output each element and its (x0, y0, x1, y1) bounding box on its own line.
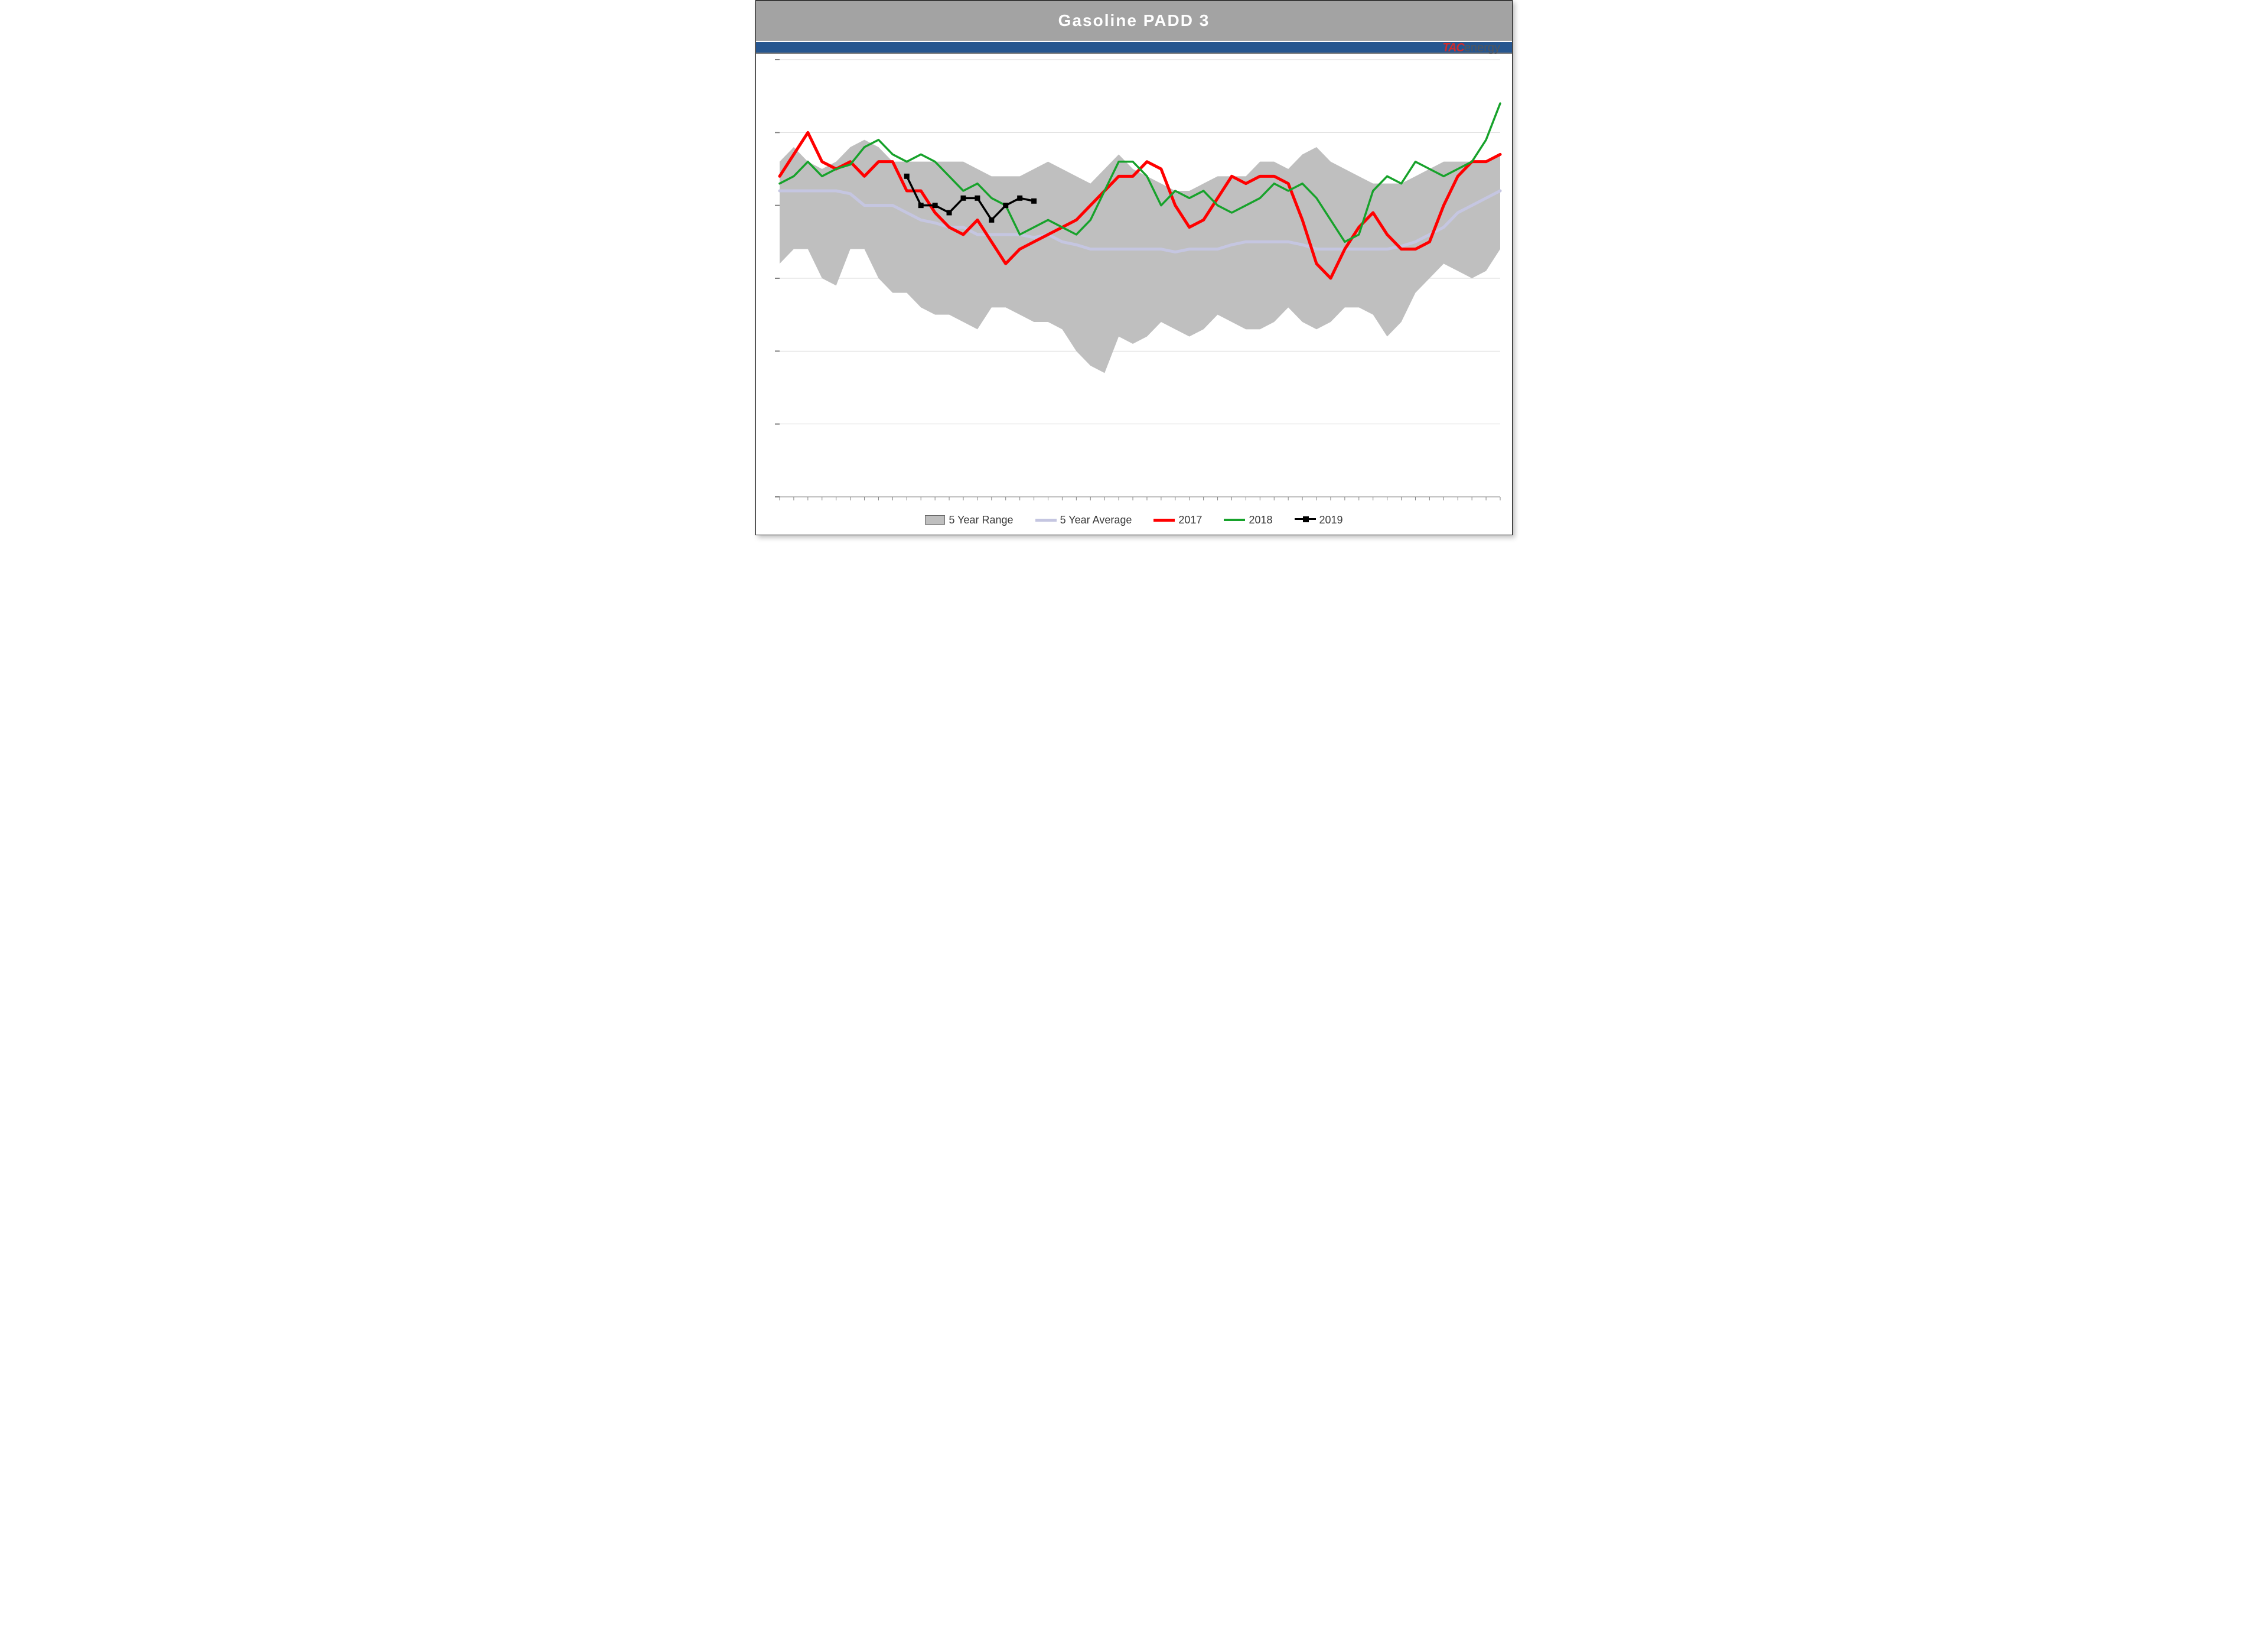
y2019-swatch-icon (1295, 518, 1316, 522)
plot-area (756, 54, 1512, 509)
legend-item-2018: 2018 (1224, 514, 1272, 526)
title-bar: Gasoline PADD 3 TACenergy (756, 1, 1512, 41)
brand-logo: TACenergy (1442, 41, 1500, 55)
y2018-swatch-icon (1224, 519, 1245, 521)
legend-label: 2018 (1249, 514, 1272, 526)
avg-swatch-icon (1035, 519, 1057, 522)
legend: 5 Year Range 5 Year Average 2017 2018 20… (756, 509, 1512, 535)
range-swatch-icon (925, 515, 945, 525)
legend-label: 5 Year Range (949, 514, 1013, 526)
brand-left: TAC (1442, 41, 1464, 54)
legend-item-avg: 5 Year Average (1035, 514, 1132, 526)
y2017-swatch-icon (1153, 519, 1175, 522)
legend-label: 2019 (1319, 514, 1343, 526)
accent-bar (756, 41, 1512, 54)
brand-right: energy (1464, 41, 1500, 54)
chart-title: Gasoline PADD 3 (1058, 11, 1210, 30)
legend-label: 2017 (1178, 514, 1202, 526)
legend-item-range: 5 Year Range (925, 514, 1013, 526)
chart-container: Gasoline PADD 3 TACenergy 5 Year Range 5… (755, 0, 1513, 535)
legend-item-2017: 2017 (1153, 514, 1202, 526)
legend-item-2019: 2019 (1295, 514, 1343, 526)
legend-label: 5 Year Average (1060, 514, 1132, 526)
chart-svg (756, 54, 1512, 509)
